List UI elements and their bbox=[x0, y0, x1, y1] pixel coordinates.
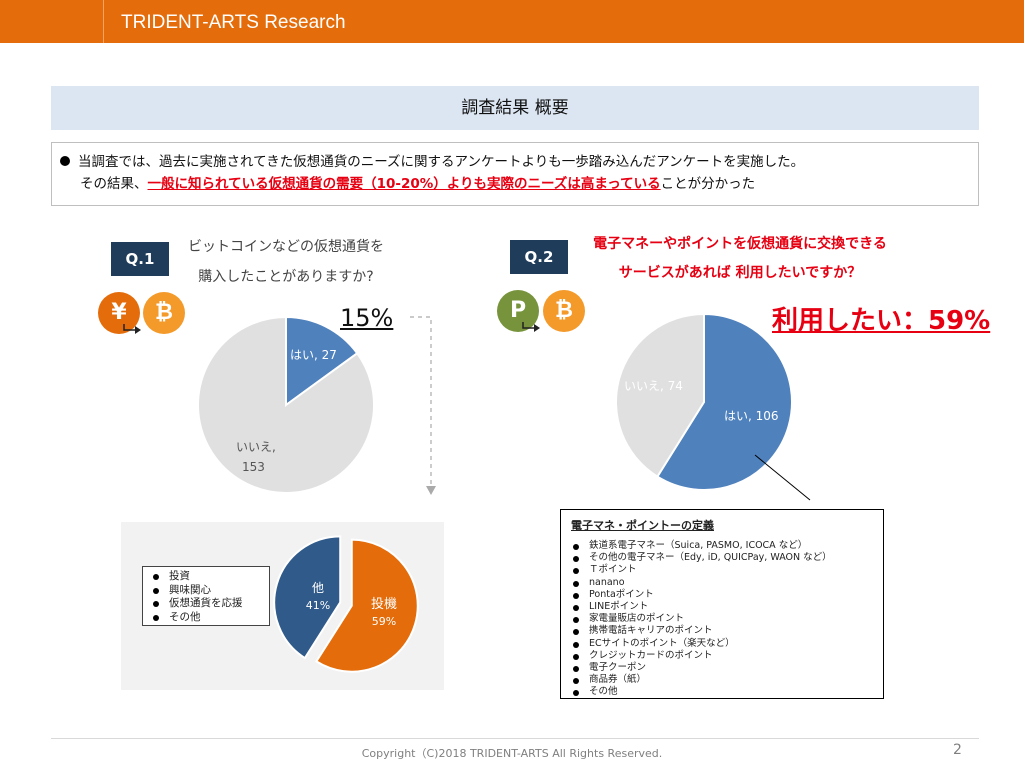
q2-badge: Q.2 bbox=[510, 240, 568, 274]
definition-item: 鉄道系電子マネー（Suica, PASMO, ICOCA など） bbox=[571, 540, 883, 552]
legend-item: 興味関心 bbox=[151, 584, 269, 598]
pie-slice-投機 bbox=[315, 538, 419, 673]
legend-item: その他 bbox=[151, 611, 269, 625]
q1-breakdown-pie-chart: 投機 59% 他 41% bbox=[273, 535, 419, 673]
dashed-connector bbox=[410, 316, 432, 490]
q1-badge: Q.1 bbox=[111, 242, 169, 276]
brand-title: TRIDENT-ARTS Research bbox=[103, 0, 346, 43]
arrow-right-icon bbox=[522, 322, 537, 329]
pie-slice-label: いいえ, 74 bbox=[624, 379, 683, 393]
footer-divider bbox=[51, 738, 979, 739]
summary-line-2: その結果、一般に知られている仮想通貨の需要（10-20%）よりも実際のニーズは高… bbox=[80, 176, 756, 192]
definition-item: その他 bbox=[571, 686, 883, 698]
pie-slice-label: いいえ, bbox=[236, 440, 276, 454]
definition-item: 電子クーポン bbox=[571, 662, 883, 674]
summary-line-1: 当調査では、過去に実施されてきた仮想通貨のニーズに関するアンケートよりも一歩踏み… bbox=[60, 151, 978, 173]
pie-slice-label: はい, 27 bbox=[290, 348, 337, 362]
arrow-right-icon bbox=[135, 326, 141, 334]
definition-item: 携帯電話キャリアのポイント bbox=[571, 625, 883, 637]
point-coin-icon: P bbox=[497, 290, 539, 332]
definition-item: ECサイトのポイント（楽天など） bbox=[571, 638, 883, 650]
definition-item: LINEポイント bbox=[571, 601, 883, 613]
legend-item: 仮想通貨を応援 bbox=[151, 597, 269, 611]
definition-item: 商品券（紙） bbox=[571, 674, 883, 686]
dashed-arrow-icon bbox=[426, 486, 436, 495]
pie-slice-いいえ bbox=[197, 315, 375, 494]
bitcoin-coin-icon: ₿ bbox=[143, 292, 185, 334]
pie-slice-はい bbox=[655, 312, 793, 491]
page-number: 2 bbox=[953, 742, 962, 758]
definition-item: 家電量販店のポイント bbox=[571, 613, 883, 625]
pie-slice-いいえ bbox=[615, 312, 705, 479]
yen-coin-icon: ¥ bbox=[98, 292, 140, 334]
pie-slice-label: 投機 bbox=[371, 596, 397, 612]
leader-line bbox=[754, 454, 811, 501]
pie-slice-はい bbox=[285, 315, 359, 407]
pie-slice-label: はい, 106 bbox=[724, 409, 779, 423]
pie-slice-label: 59% bbox=[372, 615, 396, 628]
definition-item: クレジットカードのポイント bbox=[571, 650, 883, 662]
q2-highlight-percent: 利用したい：59% bbox=[772, 306, 991, 336]
pie-slice-label: 41% bbox=[306, 599, 330, 612]
q1-breakdown-legend: 投資 興味関心 仮想通貨を応援 その他 bbox=[142, 566, 270, 626]
definition-list: 鉄道系電子マネー（Suica, PASMO, ICOCA など） その他の電子マ… bbox=[571, 540, 883, 699]
pie-slice-他 bbox=[273, 535, 342, 660]
q2-question: 電子マネーやポイントを仮想通貨に交換できる サービスがあれば 利用したいですか？ bbox=[593, 236, 887, 281]
arrow-right-icon bbox=[123, 324, 138, 331]
q1-pie-chart: はい, 27 いいえ, 153 bbox=[197, 315, 375, 494]
q1-highlight-percent: 15% bbox=[340, 304, 394, 332]
legend-item: 投資 bbox=[151, 570, 269, 584]
definition-item: その他の電子マネー（Edy, iD, QUICPay, WAON など） bbox=[571, 552, 883, 564]
summary-title: 調査結果 概要 bbox=[51, 86, 979, 130]
bitcoin-coin-icon: ₿ bbox=[543, 290, 585, 332]
header-bar: TRIDENT-ARTS Research bbox=[0, 0, 1024, 43]
definition-item: Pontaポイント bbox=[571, 589, 883, 601]
arrow-right-icon bbox=[534, 324, 540, 332]
definition-title: 電子マネ・ポイントーの定義 bbox=[571, 519, 714, 532]
summary-box: 当調査では、過去に実施されてきた仮想通貨のニーズに関するアンケートよりも一歩踏み… bbox=[51, 142, 979, 206]
definition-box: 電子マネ・ポイントーの定義 鉄道系電子マネー（Suica, PASMO, ICO… bbox=[560, 509, 884, 699]
definition-item: Ｔポイント bbox=[571, 564, 883, 576]
bullet-icon bbox=[60, 156, 70, 166]
definition-item: nanano bbox=[571, 577, 883, 589]
copyright-text: Copyright（C)2018 TRIDENT-ARTS All Rights… bbox=[361, 747, 663, 760]
pie-slice-label: 他 bbox=[312, 581, 324, 595]
summary-highlight: 一般に知られている仮想通貨の需要（10-20%）よりも実際のニーズは高まっている bbox=[147, 176, 661, 192]
q2-pie-chart: はい, 106 いいえ, 74 bbox=[615, 312, 793, 491]
pie-slice-label: 153 bbox=[242, 460, 265, 474]
q1-question: ビットコインなどの仮想通貨を 購入したことがありますか? bbox=[188, 239, 384, 285]
